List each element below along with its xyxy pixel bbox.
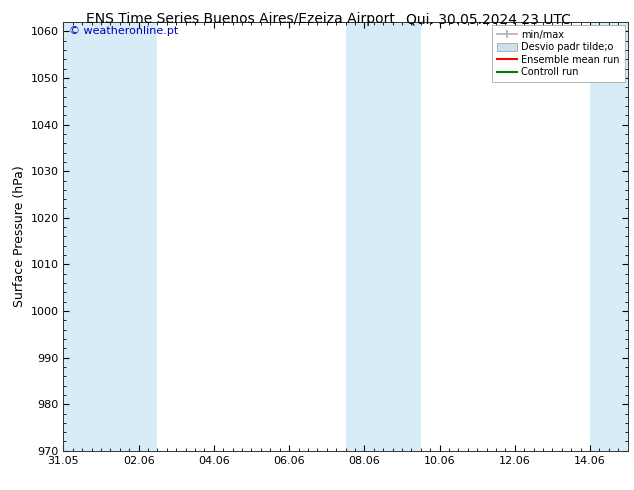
Bar [120,22,157,451]
Legend: min/max, Desvio padr tilde;o, Ensemble mean run, Controll run: min/max, Desvio padr tilde;o, Ensemble m… [492,25,624,82]
Text: Qui. 30.05.2024 23 UTC: Qui. 30.05.2024 23 UTC [406,12,571,26]
Bar [346,22,383,451]
Text: ENS Time Series Buenos Aires/Ezeiza Airport: ENS Time Series Buenos Aires/Ezeiza Airp… [86,12,396,26]
Bar [63,22,120,451]
Y-axis label: Surface Pressure (hPa): Surface Pressure (hPa) [13,166,26,307]
Text: © weatheronline.pt: © weatheronline.pt [69,26,178,36]
Bar [590,22,628,451]
Bar [383,22,421,451]
